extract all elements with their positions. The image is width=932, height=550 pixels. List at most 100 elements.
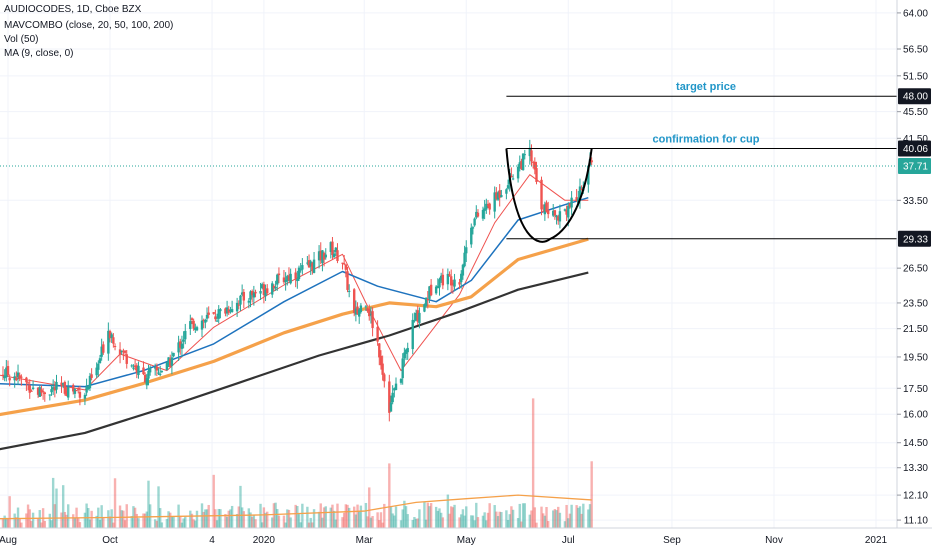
candle-body (205, 314, 209, 319)
volume-bar (520, 521, 523, 528)
user-drawings[interactable]: target price confirmation for cup (0, 81, 897, 243)
volume-bar (51, 477, 55, 528)
target-price-label: target price (676, 81, 736, 93)
candle-body (165, 362, 169, 371)
volume-bar (423, 501, 426, 528)
volume-bar (558, 512, 562, 528)
price-tick-label: 14.50 (903, 438, 928, 449)
volume-bar (383, 503, 386, 528)
volume-bar (541, 513, 545, 528)
indicator-volume[interactable]: Vol (50) (4, 34, 39, 45)
candle-body (50, 389, 53, 393)
volume-bar (1, 517, 5, 528)
volume-bar (235, 513, 239, 528)
volume-bar (225, 516, 229, 528)
volume-bar (207, 504, 210, 528)
volume-bar (214, 509, 217, 528)
volume-bar (451, 507, 455, 528)
volume-bar (321, 517, 324, 528)
volume-bar (342, 512, 346, 528)
candle-body (541, 211, 545, 213)
candle-body (108, 331, 112, 339)
candle-body (158, 373, 162, 375)
candle-body (354, 308, 358, 315)
volume-bar (108, 516, 112, 528)
candle-body (399, 378, 403, 383)
candle-body (83, 394, 87, 399)
volume-bar (55, 488, 58, 528)
candle-body (118, 349, 122, 355)
volume-bar (145, 511, 149, 528)
candle-body (147, 370, 150, 379)
candle-body (332, 253, 336, 258)
candle-body (426, 299, 429, 301)
volume-bar (18, 518, 21, 528)
volume-bar (130, 516, 133, 528)
candle-body (381, 363, 384, 375)
candle-body (563, 209, 567, 211)
candle-body (130, 365, 133, 367)
volume-bar (250, 516, 254, 528)
candle-body (145, 378, 149, 386)
volume-bar (341, 517, 344, 528)
volume-bar (567, 518, 570, 528)
volume-bar (123, 520, 127, 528)
volume-bar (301, 503, 304, 528)
candle-body (297, 267, 301, 280)
volume-bar (142, 513, 145, 528)
candle-body (531, 161, 535, 163)
volume-bar (475, 502, 478, 528)
volume-bar (299, 522, 302, 528)
volume-bar (359, 505, 363, 528)
time-axis[interactable]: Aug Oct 4 2020 Mar May Jul Sep Nov 2021 (0, 527, 932, 546)
time-tick-label: 2020 (253, 535, 276, 546)
volume-bar (461, 509, 465, 528)
candle-body (247, 300, 251, 303)
price-badge-37.71 (898, 158, 931, 175)
volume-bar (60, 512, 63, 528)
candle-body (225, 307, 229, 314)
candle-body (13, 376, 16, 381)
volume-bar (16, 507, 20, 528)
volume-bar (531, 398, 535, 528)
price-axis[interactable]: 64.00 56.50 51.50 45.50 41.50 33.50 26.50 23.50… (896, 0, 928, 528)
candle-body (202, 319, 205, 321)
volume-bar (284, 522, 287, 528)
indicator-mavcombo[interactable]: MAVCOMBO (close, 20, 50, 100, 200) (4, 20, 174, 31)
volume-bar (274, 502, 277, 528)
volume-bar (113, 478, 117, 528)
price-tick-label: 13.30 (903, 463, 928, 474)
volume-bar (50, 520, 53, 528)
candle-body (424, 297, 428, 307)
candle-body (321, 250, 324, 264)
volume-bar (229, 509, 232, 528)
candle-body (266, 288, 269, 294)
candle-body (555, 215, 558, 218)
volume-bar (530, 510, 533, 528)
candle-body (368, 309, 371, 317)
volume-bar (297, 514, 301, 528)
candle-body (282, 277, 286, 283)
candle-body (100, 346, 103, 357)
candle-body (77, 387, 80, 390)
volume-bar (227, 510, 230, 528)
volume-bar (413, 517, 416, 528)
volume-bar (404, 506, 408, 528)
volume-bar (26, 504, 30, 528)
volume-bar (194, 520, 197, 528)
ma-200-line (0, 271, 589, 451)
volume-bar (133, 507, 137, 528)
indicator-ma[interactable]: MA (9, close, 0) (4, 48, 74, 59)
candle-body (75, 390, 78, 392)
candle-body (434, 286, 438, 294)
candle-body (558, 211, 562, 222)
volume-bar (289, 517, 292, 528)
candle-body (261, 284, 264, 289)
candle-body (240, 292, 244, 295)
candle-body (463, 252, 466, 267)
volume-bar (167, 511, 170, 528)
candle-body (545, 202, 548, 212)
candle-body (449, 276, 453, 286)
volume-bar (204, 509, 207, 528)
